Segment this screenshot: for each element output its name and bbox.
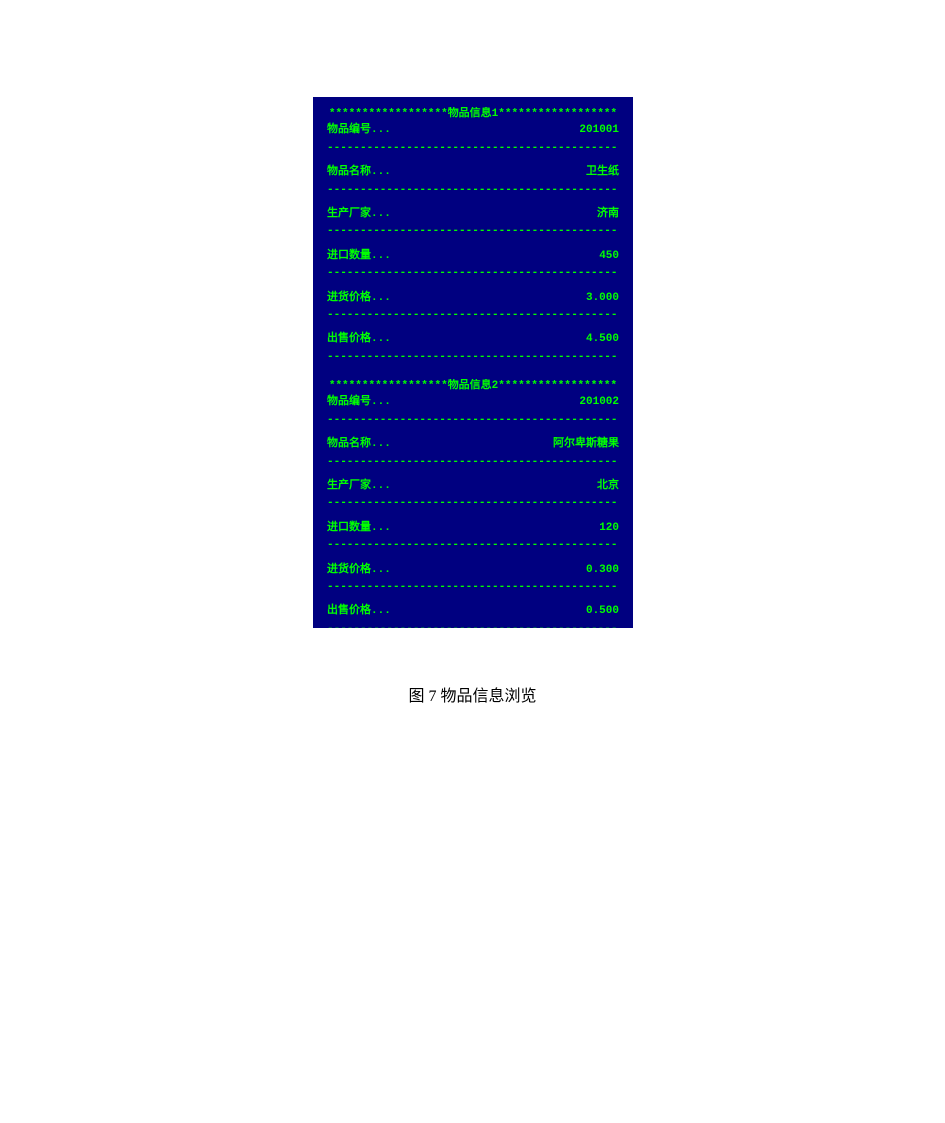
field-value: 济南: [597, 207, 619, 222]
section-title-1-text: 物品信息1: [448, 108, 499, 120]
field-label: 物品编号...: [327, 123, 391, 138]
separator: ----------------------------------------…: [327, 266, 619, 281]
spacer: [327, 323, 619, 331]
field-value: 201001: [579, 123, 619, 138]
separator: ----------------------------------------…: [327, 141, 619, 156]
separator: ----------------------------------------…: [327, 350, 619, 365]
spacer: [327, 240, 619, 248]
field-value: 0.300: [586, 563, 619, 578]
separator: ----------------------------------------…: [327, 538, 619, 553]
item-section-1: ******************物品信息1*****************…: [313, 107, 633, 365]
field-label: 进口数量...: [327, 521, 391, 536]
field-label: 生产厂家...: [327, 207, 391, 222]
separator: ----------------------------------------…: [327, 224, 619, 239]
page: ******************物品信息1*****************…: [0, 0, 945, 1123]
spacer: [327, 512, 619, 520]
section-title-1: ******************物品信息1*****************…: [327, 107, 619, 122]
field-row: 生产厂家... 济南: [327, 206, 619, 222]
spacer: [327, 595, 619, 603]
separator: ----------------------------------------…: [327, 413, 619, 428]
field-row: 物品名称... 阿尔卑斯糖果: [327, 436, 619, 452]
field-label: 物品名称...: [327, 437, 391, 452]
field-value: 3.000: [586, 291, 619, 306]
section-title-2: ******************物品信息2*****************…: [327, 379, 619, 394]
separator: ----------------------------------------…: [327, 308, 619, 323]
separator: ----------------------------------------…: [327, 580, 619, 595]
section-title-2-text: 物品信息2: [448, 380, 499, 392]
terminal-window: ******************物品信息1*****************…: [313, 97, 633, 628]
field-row: 出售价格... 0.500: [327, 603, 619, 619]
field-label: 出售价格...: [327, 332, 391, 347]
field-value: 0.500: [586, 604, 619, 619]
spacer: [327, 156, 619, 164]
field-label: 进货价格...: [327, 563, 391, 578]
field-value: 201002: [579, 395, 619, 410]
field-label: 进口数量...: [327, 249, 391, 264]
field-row: 进货价格... 3.000: [327, 290, 619, 306]
separator: ----------------------------------------…: [327, 496, 619, 511]
field-row: 进货价格... 0.300: [327, 562, 619, 578]
field-row: 物品名称... 卫生纸: [327, 164, 619, 180]
separator: ----------------------------------------…: [327, 455, 619, 470]
figure-caption: 图 7 物品信息浏览: [0, 682, 945, 706]
field-row: 出售价格... 4.500: [327, 331, 619, 347]
field-row: 生产厂家... 北京: [327, 478, 619, 494]
field-value: 120: [599, 521, 619, 536]
separator: ----------------------------------------…: [327, 183, 619, 198]
field-value: 阿尔卑斯糖果: [553, 437, 619, 452]
spacer: [327, 554, 619, 562]
spacer: [327, 282, 619, 290]
field-row: 物品编号... 201001: [327, 122, 619, 138]
spacer: [327, 428, 619, 436]
field-label: 生产厂家...: [327, 479, 391, 494]
field-value: 4.500: [586, 332, 619, 347]
field-row: 进口数量... 120: [327, 520, 619, 536]
spacer: [327, 198, 619, 206]
separator: ----------------------------------------…: [327, 622, 619, 628]
field-label: 出售价格...: [327, 604, 391, 619]
field-value: 北京: [597, 479, 619, 494]
field-value: 450: [599, 249, 619, 264]
spacer: [327, 470, 619, 478]
field-label: 物品编号...: [327, 395, 391, 410]
item-section-2: ******************物品信息2*****************…: [313, 379, 633, 628]
field-row: 物品编号... 201002: [327, 394, 619, 410]
field-label: 物品名称...: [327, 165, 391, 180]
field-row: 进口数量... 450: [327, 248, 619, 264]
field-value: 卫生纸: [586, 165, 619, 180]
field-label: 进货价格...: [327, 291, 391, 306]
spacer: [313, 365, 633, 379]
